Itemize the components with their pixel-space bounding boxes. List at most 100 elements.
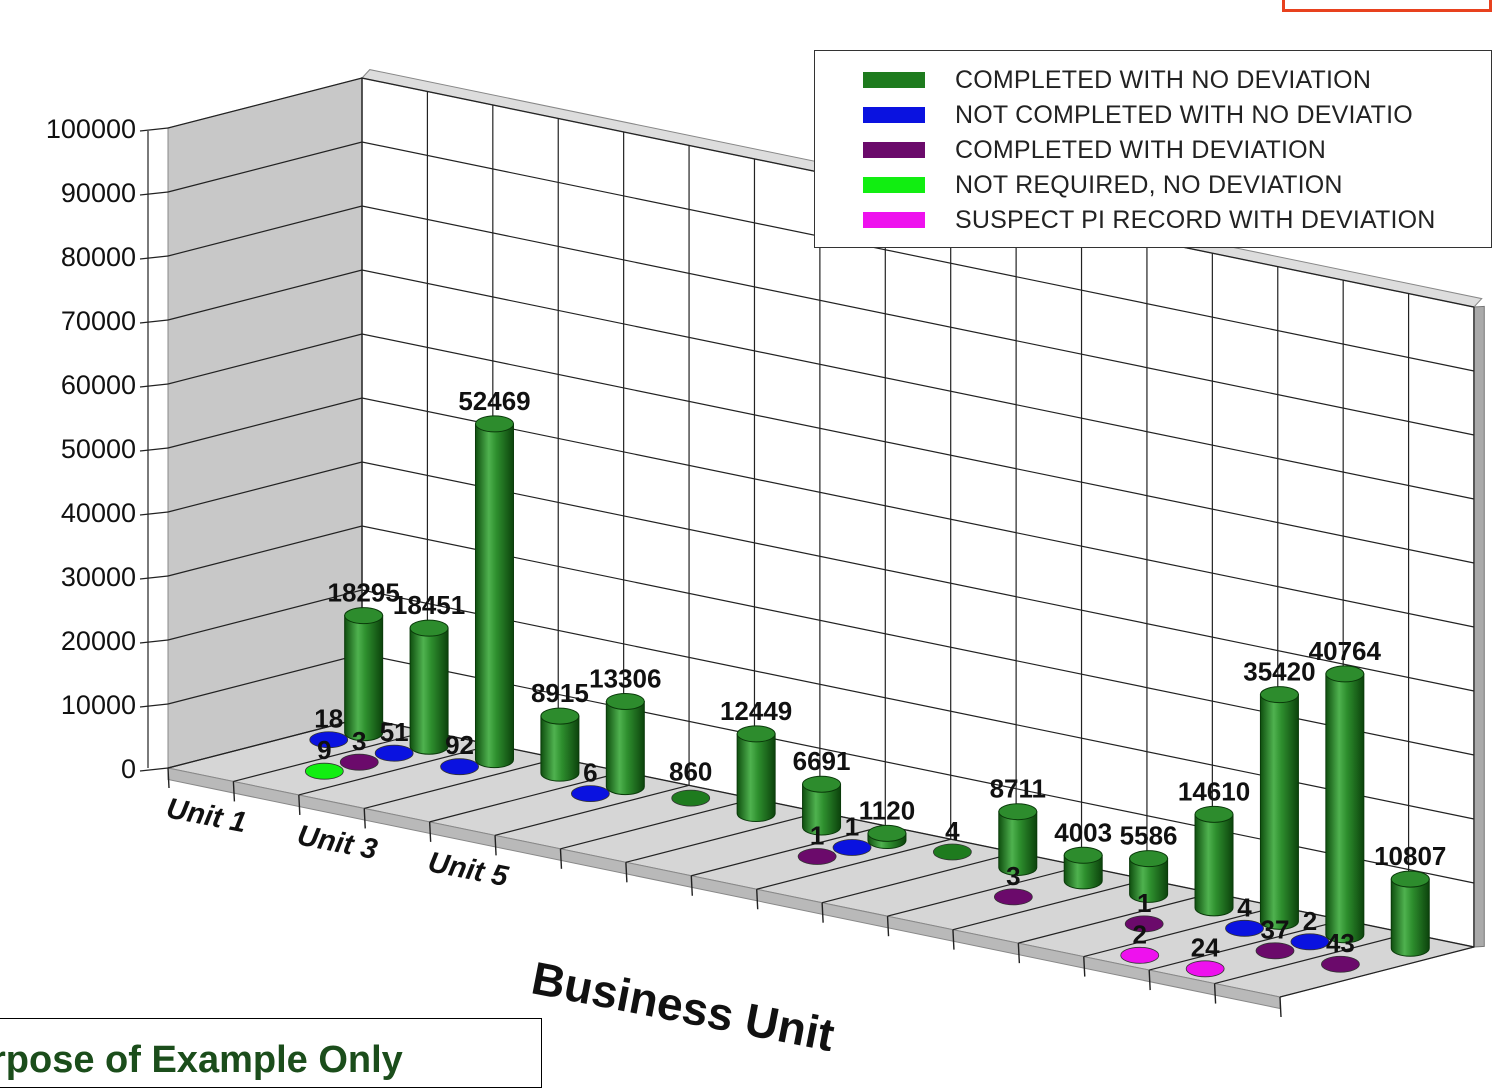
y-axis-tick-label: 60000 xyxy=(61,370,136,400)
data-label: 14610 xyxy=(1178,776,1250,806)
x-axis-tick xyxy=(690,875,693,896)
data-label: 35420 xyxy=(1243,657,1315,687)
y-axis-tick-label: 70000 xyxy=(61,306,136,336)
data-label: 8711 xyxy=(990,774,1046,804)
bar-cylinder xyxy=(736,733,776,823)
x-axis-tick xyxy=(821,902,824,923)
y-axis-tick xyxy=(139,447,169,452)
bar-cylinder xyxy=(998,811,1038,876)
data-label: 1 xyxy=(1137,888,1151,918)
corner-highlight-box xyxy=(1282,0,1492,12)
bar-cylinder-top xyxy=(605,692,645,710)
data-label: 6 xyxy=(583,758,597,788)
data-label: 8915 xyxy=(531,678,589,708)
x-axis-tick xyxy=(232,781,236,802)
x-axis-tick-label: Unit 3 xyxy=(295,819,380,866)
gridline-depth xyxy=(1279,946,1475,998)
x-axis-tick xyxy=(952,929,955,950)
data-label: 2 xyxy=(1303,906,1317,936)
gridline-depth xyxy=(821,852,1017,904)
bar-disc xyxy=(304,762,344,780)
bar-disc xyxy=(1124,915,1164,933)
x-axis-tick xyxy=(1148,970,1151,991)
bar-cylinder xyxy=(474,423,514,769)
bar-cylinder xyxy=(1325,673,1365,944)
bar-disc xyxy=(932,843,972,861)
legend-swatch xyxy=(863,72,925,88)
bar-disc xyxy=(1120,946,1160,964)
data-label: 10807 xyxy=(1374,841,1446,871)
bar-cylinder xyxy=(344,615,384,742)
x-axis-tick xyxy=(1083,956,1086,977)
data-label: 3 xyxy=(352,726,366,756)
bar-cylinder-top xyxy=(474,415,514,433)
data-label: 52469 xyxy=(458,386,530,416)
data-label: 9 xyxy=(317,735,331,765)
gridline-depth xyxy=(429,771,624,823)
legend-item: COMPLETED WITH NO DEVIATION xyxy=(863,65,1371,95)
y-axis-tick xyxy=(139,703,169,708)
gridline-depth xyxy=(952,879,1148,931)
chart-grid xyxy=(167,77,1475,998)
data-label: 12449 xyxy=(720,696,792,726)
bar-cylinder-top xyxy=(1063,846,1103,864)
data-label: 43 xyxy=(1326,928,1355,958)
data-label: 24 xyxy=(1191,933,1220,963)
x-axis-tick xyxy=(1017,943,1021,964)
legend-swatch xyxy=(863,177,925,193)
bar-cylinder xyxy=(540,715,580,782)
y-axis-tick xyxy=(139,511,169,516)
legend-label: COMPLETED WITH NO DEVIATION xyxy=(955,65,1372,94)
data-label: 37 xyxy=(1261,915,1290,945)
x-axis-tick xyxy=(167,767,170,789)
y-axis-tick-label: 10000 xyxy=(61,690,136,720)
x-axis-tick xyxy=(886,916,890,937)
data-label: 4 xyxy=(945,816,960,846)
x-axis-tick xyxy=(1279,996,1282,1018)
legend-label: NOT COMPLETED WITH NO DEVIATIO xyxy=(955,100,1413,129)
data-label: 4 xyxy=(1237,892,1252,922)
data-label: 40764 xyxy=(1309,636,1382,666)
gridline-depth xyxy=(887,865,1082,917)
bar-cylinder xyxy=(1063,854,1103,890)
bar-cylinder xyxy=(802,783,842,836)
gridline-depth xyxy=(560,798,755,850)
y-axis-tick-label: 0 xyxy=(121,754,136,784)
gridline-depth xyxy=(167,717,363,769)
bar-cylinder xyxy=(409,627,449,755)
gridline-depth xyxy=(625,811,821,863)
bar-disc xyxy=(1255,942,1295,960)
bar-cylinder-top xyxy=(867,824,907,842)
data-label: 18451 xyxy=(393,590,465,620)
gridline-depth xyxy=(233,730,428,783)
data-label: 51 xyxy=(380,717,409,747)
bar-disc xyxy=(1290,933,1330,951)
gridline-depth xyxy=(1018,892,1213,944)
y-axis-tick xyxy=(139,575,169,580)
y-axis-tick-label: 100000 xyxy=(46,114,136,144)
bar-cylinder xyxy=(1194,813,1234,917)
bar-disc xyxy=(797,848,837,865)
chart-legend: COMPLETED WITH NO DEVIATION NOT COMPLETE… xyxy=(814,50,1492,248)
bar-cylinder-top xyxy=(540,707,580,725)
legend-label: NOT REQUIRED, NO DEVIATION xyxy=(955,170,1343,199)
y-axis-tick-label: 80000 xyxy=(61,242,136,272)
example-footnote: rpose of Example Only xyxy=(0,1018,542,1088)
data-label: 1 xyxy=(810,820,824,850)
data-label: 3 xyxy=(1006,861,1020,891)
data-label: 2 xyxy=(1133,919,1147,949)
x-axis-tick xyxy=(625,862,628,883)
x-axis-title: Business Unit xyxy=(528,952,839,1062)
legend-item: SUSPECT PI RECORD WITH DEVIATION xyxy=(863,205,1436,235)
legend-item: NOT COMPLETED WITH NO DEVIATIO xyxy=(863,100,1413,130)
y-axis-tick-label: 30000 xyxy=(61,562,136,592)
y-axis-tick xyxy=(139,319,169,324)
y-axis-tick-label: 40000 xyxy=(61,498,136,528)
data-label: 1 xyxy=(845,811,859,841)
data-label: 6691 xyxy=(793,746,851,776)
y-axis-tick-label: 50000 xyxy=(61,434,136,464)
data-label: 4003 xyxy=(1054,817,1112,847)
bar-disc xyxy=(339,753,379,771)
bar-disc xyxy=(440,758,479,776)
